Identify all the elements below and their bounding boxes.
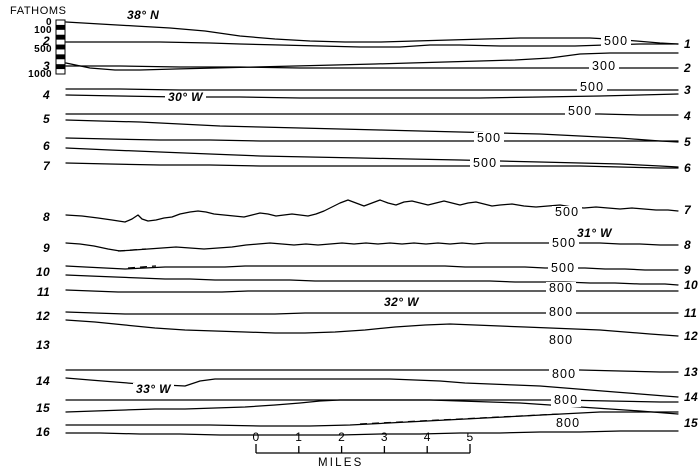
coordinate-label: 30° W — [165, 91, 206, 103]
fathoms-tick-label: 100 — [34, 25, 52, 36]
depth-annotation: 500 — [474, 132, 505, 145]
profile-trace — [65, 289, 679, 293]
depth-annotation: 500 — [552, 206, 583, 219]
profile-trace — [65, 119, 679, 143]
fathoms-bar-cell — [56, 64, 65, 70]
depth-annotation: 500 — [565, 105, 596, 118]
profile-trace — [65, 41, 679, 48]
left-profile-number: 6 — [43, 139, 50, 153]
left-profile-number: 16 — [36, 425, 50, 439]
left-profile-number: 9 — [43, 241, 50, 255]
profile-trace-dashed — [127, 265, 157, 269]
miles-tick-label: 2 — [338, 430, 346, 444]
left-profile-number: 8 — [43, 210, 50, 224]
miles-tick-label: 5 — [466, 430, 474, 444]
right-profile-number: 10 — [684, 278, 698, 292]
miles-tick-label: 3 — [380, 430, 388, 444]
left-profile-number: 13 — [36, 338, 50, 352]
coordinate-label: 31° W — [574, 227, 615, 239]
profile-trace — [65, 319, 679, 337]
right-profile-number: 14 — [684, 390, 698, 404]
right-profile-number: 3 — [684, 83, 691, 97]
profile-trace-dashed — [359, 413, 561, 425]
right-profile-number: 7 — [684, 203, 691, 217]
depth-annotation: 500 — [549, 237, 580, 250]
profile-trace — [65, 430, 679, 436]
right-profile-number: 2 — [684, 61, 691, 75]
profile-trace — [65, 147, 679, 168]
profile-trace — [65, 274, 679, 286]
miles-tick-label: 0 — [252, 430, 260, 444]
profile-trace — [65, 311, 679, 315]
right-profile-number: 13 — [684, 365, 698, 379]
profile-trace — [65, 113, 679, 116]
depth-annotation: 800 — [546, 282, 577, 295]
fathoms-bar-cell — [56, 54, 65, 60]
left-profile-number: 14 — [36, 374, 50, 388]
left-profile-number: 12 — [36, 309, 50, 323]
depth-annotation: 500 — [548, 262, 579, 275]
fathoms-scale-title: FATHOMS — [10, 5, 67, 17]
depth-annotation: 800 — [551, 394, 582, 407]
depth-annotation: 300 — [589, 60, 620, 73]
right-profile-number: 1 — [684, 37, 691, 51]
depth-annotation: 500 — [601, 35, 632, 48]
depth-annotation: 800 — [546, 334, 577, 347]
profile-trace — [65, 242, 679, 252]
left-profile-number: 2 — [43, 34, 50, 48]
profile-trace — [65, 162, 679, 169]
depth-annotation: 800 — [549, 368, 580, 381]
miles-tick-label: 1 — [295, 430, 303, 444]
profile-trace — [65, 411, 679, 427]
profile-trace — [65, 399, 679, 415]
right-profile-number: 5 — [684, 135, 691, 149]
profile-trace — [65, 52, 679, 71]
right-profile-number: 6 — [684, 161, 691, 175]
depth-annotation: 500 — [577, 81, 608, 94]
miles-tick-label: 4 — [423, 430, 431, 444]
right-profile-number: 4 — [684, 109, 691, 123]
profile-trace — [65, 137, 679, 142]
left-profile-number: 11 — [36, 285, 50, 299]
fathoms-tick-label: 0 — [46, 17, 52, 28]
depth-annotation: 800 — [553, 417, 584, 430]
left-profile-number: 10 — [36, 265, 50, 279]
profile-trace — [65, 199, 679, 223]
depth-annotation: 500 — [470, 157, 501, 170]
left-profile-number: 4 — [43, 88, 50, 102]
left-profile-number: 3 — [43, 59, 50, 73]
right-profile-number: 15 — [684, 416, 698, 430]
fathoms-bar-cell — [56, 44, 65, 50]
profile-trace-dashed — [117, 248, 147, 252]
depth-annotation: 800 — [546, 306, 577, 319]
profile-trace — [65, 265, 679, 271]
fathoms-tick-label: 1000 — [28, 69, 52, 80]
left-profile-number: 15 — [36, 401, 50, 415]
right-profile-number: 11 — [684, 306, 698, 320]
right-profile-number: 8 — [684, 238, 691, 252]
coordinate-label: 33° W — [133, 383, 174, 395]
left-profile-number: 7 — [43, 159, 50, 173]
miles-scale-title: MILES — [318, 457, 364, 469]
right-profile-number: 9 — [684, 263, 691, 277]
profile-trace — [65, 21, 679, 45]
profile-trace — [65, 369, 679, 373]
fathoms-bar-cell — [56, 34, 65, 40]
right-profile-number: 12 — [684, 329, 698, 343]
left-profile-number: 5 — [43, 112, 50, 126]
coordinate-label: 32° W — [381, 296, 422, 308]
fathoms-tick-label: 500 — [34, 44, 52, 55]
coordinate-label: 38° N — [124, 9, 163, 21]
fathoms-bar-cell — [56, 24, 65, 30]
